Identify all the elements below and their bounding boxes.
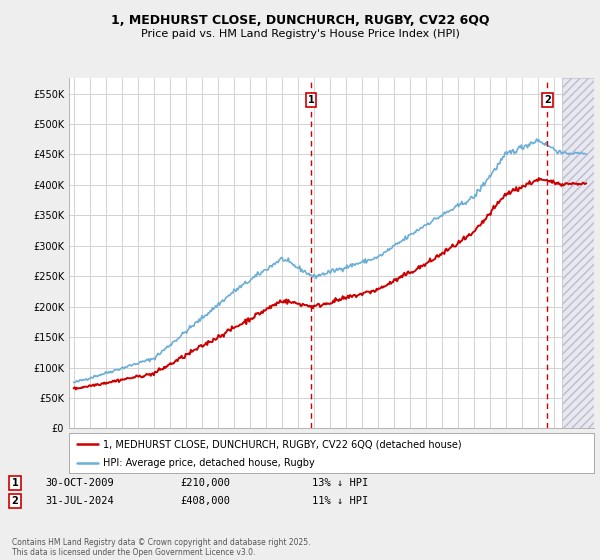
Text: 1: 1 [308,95,314,105]
Text: 13% ↓ HPI: 13% ↓ HPI [312,478,368,488]
Text: Contains HM Land Registry data © Crown copyright and database right 2025.
This d: Contains HM Land Registry data © Crown c… [12,538,311,557]
Text: 30-OCT-2009: 30-OCT-2009 [45,478,114,488]
Text: 1, MEDHURST CLOSE, DUNCHURCH, RUGBY, CV22 6QQ: 1, MEDHURST CLOSE, DUNCHURCH, RUGBY, CV2… [111,14,489,27]
Text: 1, MEDHURST CLOSE, DUNCHURCH, RUGBY, CV22 6QQ (detached house): 1, MEDHURST CLOSE, DUNCHURCH, RUGBY, CV2… [103,439,462,449]
Text: 1: 1 [11,478,19,488]
Text: 2: 2 [11,496,19,506]
Text: Price paid vs. HM Land Registry's House Price Index (HPI): Price paid vs. HM Land Registry's House … [140,29,460,39]
Text: HPI: Average price, detached house, Rugby: HPI: Average price, detached house, Rugb… [103,458,315,468]
Text: 11% ↓ HPI: 11% ↓ HPI [312,496,368,506]
Text: 31-JUL-2024: 31-JUL-2024 [45,496,114,506]
Text: £210,000: £210,000 [180,478,230,488]
Text: £408,000: £408,000 [180,496,230,506]
Bar [562,78,599,428]
Text: 2: 2 [544,95,551,105]
